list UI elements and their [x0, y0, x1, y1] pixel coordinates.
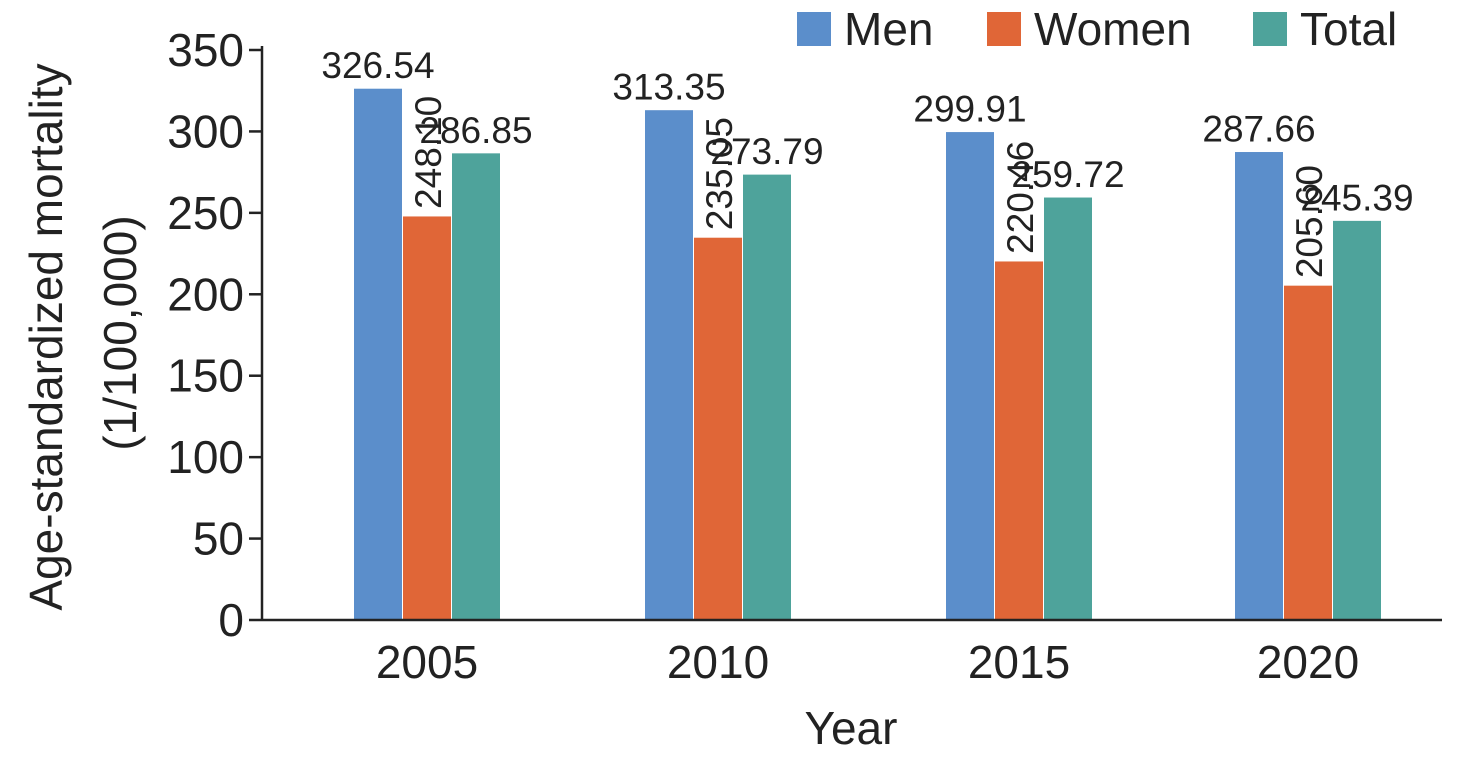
data-label-women-2010: 235.05 [699, 117, 740, 230]
y-tick-label-350: 350 [167, 24, 244, 76]
data-label-women-2005: 248.10 [408, 96, 449, 209]
bar-men-2015 [945, 131, 995, 621]
y-axis-title: Age-standardized mortality [20, 63, 72, 610]
data-label-total-2010: 273.79 [710, 131, 823, 172]
data-label-total-2020: 245.39 [1300, 177, 1413, 218]
bar-total-2020 [1332, 219, 1382, 621]
x-tick-label-2010: 2010 [667, 636, 769, 688]
legend-swatch-women [987, 12, 1021, 46]
bar-women-2010 [693, 236, 743, 621]
bar-women-2005 [402, 215, 452, 621]
y-tick-label-100: 100 [167, 431, 244, 483]
y-tick-label-50: 50 [193, 513, 244, 565]
x-tick-label-2015: 2015 [968, 636, 1070, 688]
legend-swatch-total [1253, 12, 1287, 46]
axes: 0 50 100 150 200 250 300 350 2005 2010 2015 2020 [167, 24, 1442, 688]
y-tick-label-250: 250 [167, 187, 244, 239]
data-label-women-2020: 205.60 [1289, 165, 1330, 278]
y-tick-label-300: 300 [167, 105, 244, 157]
data-label-total-2015: 259.72 [1011, 154, 1124, 195]
legend: Men Women Total [797, 3, 1397, 55]
data-label-men-2015: 299.91 [913, 89, 1026, 130]
y-tick-label-150: 150 [167, 350, 244, 402]
legend-label-women: Women [1034, 3, 1192, 55]
bar-men-2020 [1234, 151, 1284, 621]
x-axis-title: Year [805, 702, 898, 754]
legend-swatch-men [797, 12, 831, 46]
data-label-men-2010: 313.35 [612, 67, 725, 108]
bar-total-2015 [1043, 196, 1093, 621]
data-label-men-2005: 326.54 [321, 45, 434, 86]
bars-layer [353, 87, 1382, 621]
data-label-women-2015: 220.46 [1000, 141, 1041, 254]
bar-men-2005 [353, 87, 403, 621]
bar-total-2010 [742, 173, 792, 621]
legend-label-men: Men [844, 3, 933, 55]
y-tick-label-200: 200 [167, 268, 244, 320]
x-tick-label-2020: 2020 [1257, 636, 1359, 688]
data-label-total-2005: 286.85 [419, 110, 532, 151]
y-tick-label-0: 0 [218, 594, 244, 646]
data-label-men-2020: 287.66 [1202, 109, 1315, 150]
bar-men-2010 [644, 109, 694, 621]
x-tick-label-2005: 2005 [376, 636, 478, 688]
y-axis-title-unit: (1/100,000) [94, 215, 146, 450]
bar-women-2015 [994, 260, 1044, 621]
bar-total-2005 [451, 152, 501, 621]
bar-women-2020 [1283, 284, 1333, 621]
legend-label-total: Total [1300, 3, 1397, 55]
